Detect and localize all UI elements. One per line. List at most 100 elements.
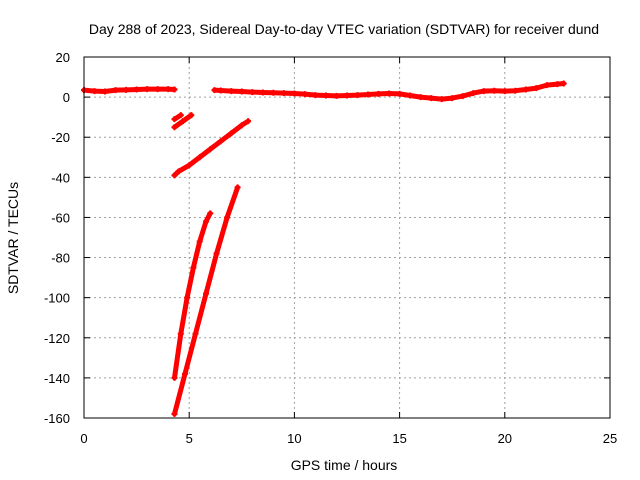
x-axis-label: GPS time / hours: [291, 457, 398, 473]
data-point: [438, 96, 445, 103]
data-point: [217, 138, 224, 145]
series-layer: [81, 80, 567, 417]
data-point: [213, 250, 220, 257]
data-point: [154, 86, 161, 93]
data-point: [207, 210, 214, 217]
data-point: [259, 89, 266, 96]
series-segment: [81, 86, 178, 95]
chart-title: Day 288 of 2023, Sidereal Day-to-day VTE…: [89, 21, 599, 37]
x-tick-label: 5: [186, 431, 193, 446]
plot-frame: [83, 56, 611, 419]
data-point: [312, 92, 319, 99]
data-point: [196, 154, 203, 161]
data-point: [491, 87, 498, 94]
data-point: [171, 172, 178, 179]
data-point: [184, 294, 191, 301]
series-trace: [81, 86, 177, 94]
data-point: [501, 88, 508, 95]
series-segment: [211, 80, 567, 103]
data-point: [177, 330, 184, 337]
data-point: [270, 89, 277, 96]
data-point: [470, 90, 477, 97]
data-point: [91, 88, 98, 95]
y-tick-label: -100: [44, 291, 70, 306]
data-point: [211, 87, 218, 94]
data-point: [179, 118, 186, 125]
data-point: [533, 85, 540, 92]
series-segment: [171, 184, 241, 417]
x-tick-label: 25: [603, 431, 617, 446]
data-point: [245, 118, 252, 125]
data-point: [234, 184, 241, 191]
data-point: [177, 112, 184, 119]
data-point: [428, 95, 435, 102]
data-point: [322, 92, 329, 99]
data-point: [228, 130, 235, 137]
x-tick-label: 15: [392, 431, 406, 446]
y-tick-label: -80: [51, 251, 70, 266]
data-point: [238, 88, 245, 95]
data-point: [186, 162, 193, 169]
y-tick-label: -20: [51, 130, 70, 145]
data-point: [354, 92, 361, 99]
y-tick-label: 20: [56, 50, 70, 65]
data-point: [291, 90, 298, 97]
data-point: [190, 264, 197, 271]
data-point: [102, 88, 109, 95]
data-point: [249, 89, 256, 96]
data-point: [301, 91, 308, 98]
series-segment: [171, 210, 214, 381]
axis-ticks: [83, 56, 611, 419]
y-tick-label: -140: [44, 371, 70, 386]
data-point: [133, 86, 140, 93]
data-point: [543, 82, 550, 89]
x-tick-label: 10: [287, 431, 301, 446]
data-point: [512, 87, 519, 94]
data-point: [344, 92, 350, 99]
x-tick-label: 20: [498, 431, 512, 446]
data-point: [280, 90, 287, 97]
data-point: [449, 95, 456, 102]
y-tick-label: 0: [63, 90, 70, 105]
data-point: [112, 87, 119, 94]
y-axis-label: SDTVAR / TECUs: [5, 182, 21, 294]
data-point: [407, 92, 414, 99]
data-point: [123, 86, 130, 93]
x-tick-labels: 0 5 10 15 20 25: [80, 431, 617, 446]
x-tick-label: 0: [80, 431, 87, 446]
data-point: [171, 86, 178, 93]
data-point: [175, 168, 182, 175]
data-point: [203, 218, 210, 225]
data-point: [171, 410, 178, 417]
data-point: [181, 370, 188, 377]
data-point: [171, 116, 178, 123]
y-tick-label: -120: [44, 331, 70, 346]
data-point: [188, 112, 195, 119]
data-point: [333, 92, 340, 99]
y-tick-labels: 20 0 -20 -40 -60 -80 -100 -120 -140 -160: [44, 50, 70, 426]
data-point: [522, 86, 529, 93]
data-point: [165, 86, 172, 93]
data-point: [560, 80, 567, 87]
data-point: [196, 238, 203, 245]
y-tick-label: -160: [44, 411, 70, 426]
data-point: [396, 90, 403, 97]
series-segment: [171, 112, 195, 131]
y-tick-label: -60: [51, 210, 70, 225]
data-point: [217, 87, 224, 94]
data-point: [554, 81, 561, 88]
data-point: [459, 93, 466, 100]
data-point: [386, 90, 393, 97]
data-point: [224, 214, 231, 221]
data-point: [207, 146, 214, 153]
data-point: [365, 91, 372, 98]
data-point: [375, 90, 382, 97]
data-point: [192, 330, 199, 337]
data-point: [228, 88, 235, 95]
data-point: [171, 374, 178, 381]
data-point: [417, 94, 424, 101]
series-segment: [171, 112, 184, 123]
data-point: [480, 88, 487, 95]
series-segment: [171, 118, 252, 179]
